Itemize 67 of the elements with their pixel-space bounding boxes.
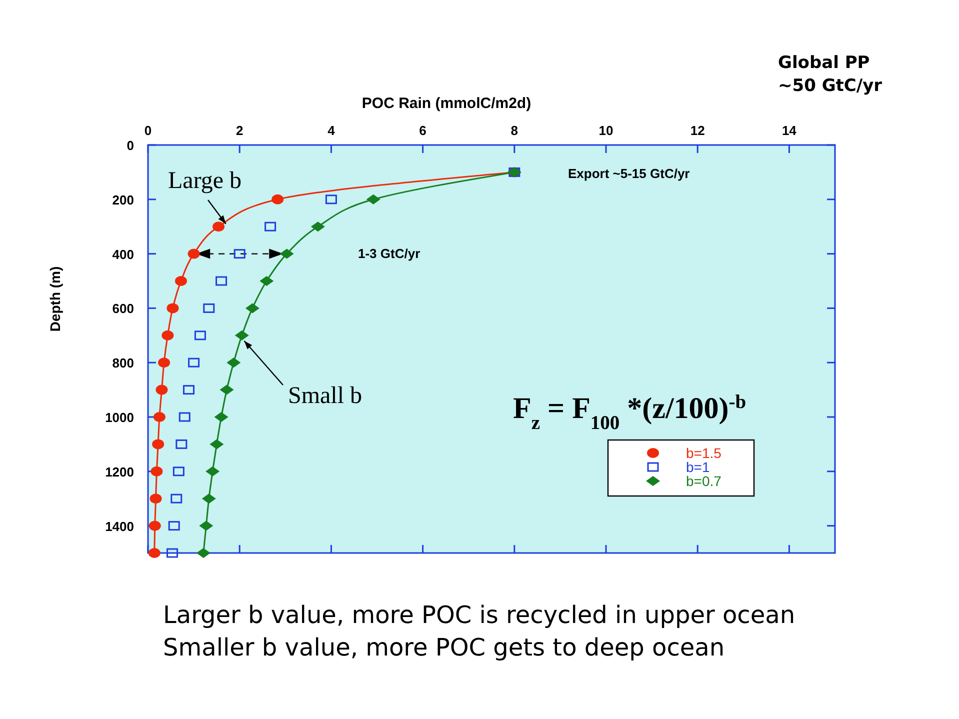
y-tick-label: 1000: [105, 410, 134, 425]
point: [264, 222, 276, 232]
point: [152, 439, 164, 450]
point: [174, 276, 187, 286]
y-axis-title: Depth (m): [47, 266, 63, 332]
text: Larger b value, more POC is recycled in upper ocean Smaller b value, more POC gets to deep ocean: [163, 601, 796, 662]
point: [166, 303, 179, 314]
point: [206, 466, 220, 476]
point: [226, 358, 241, 368]
point: [366, 194, 380, 204]
point: [176, 439, 188, 449]
x-tick-label: 12: [690, 123, 705, 138]
y-tick-label: 0: [126, 138, 134, 153]
y-tick-label: 200: [112, 192, 134, 208]
point: [234, 330, 249, 340]
point: [272, 194, 284, 204]
y-tick-label: 600: [112, 301, 134, 316]
x-tick-label: 6: [419, 123, 426, 138]
x-tick-label: 10: [598, 123, 614, 138]
legend-label: b=1.5: [686, 445, 722, 461]
legend-label: b=0.7: [686, 473, 722, 489]
point: [170, 494, 182, 504]
point: [212, 222, 225, 232]
point: [188, 358, 200, 368]
y-tick-label: 400: [112, 246, 134, 262]
point: [156, 384, 168, 395]
point: [166, 548, 178, 558]
y-tick-label: 800: [112, 356, 134, 371]
point: [148, 520, 161, 531]
annotation: 1-3 GtC/yr: [358, 246, 420, 261]
annotation: Export ~5-15 GtC/yr: [568, 166, 690, 181]
x-tick-label: 2: [236, 123, 244, 138]
point: [150, 494, 162, 504]
point: [188, 248, 200, 259]
point: [162, 330, 174, 340]
x-tick-label: 4: [328, 123, 336, 138]
point: [148, 548, 160, 558]
point: [168, 521, 180, 531]
point: [183, 385, 195, 395]
point: [210, 439, 224, 450]
point: [150, 466, 163, 476]
point: [203, 303, 215, 313]
x-tick-label: 14: [782, 123, 798, 138]
point: [158, 358, 170, 368]
annotation: F$_{z}$ = F$_{100}$ *(z/100)$^{-b}$: [513, 392, 746, 434]
x-tick-label: 0: [144, 123, 152, 138]
point: [220, 384, 234, 395]
point: [172, 466, 184, 476]
point: [234, 249, 246, 259]
point: [194, 330, 206, 340]
text: Global PP ~50 GtC/yr: [778, 53, 883, 96]
point: [245, 303, 260, 314]
point: [202, 494, 216, 504]
y-tick-label: 1400: [105, 518, 134, 534]
annotation: Small b: [288, 383, 362, 409]
point: [325, 194, 337, 204]
point: [216, 276, 228, 286]
point: [280, 248, 294, 259]
legend-label: b=1: [686, 459, 710, 475]
annotation: Large b: [168, 168, 242, 194]
point: [310, 222, 325, 232]
point: [153, 412, 166, 422]
point: [199, 520, 214, 531]
y-tick-label: 1200: [105, 464, 134, 480]
point: [178, 412, 190, 422]
x-tick-label: 8: [510, 123, 518, 138]
x-axis-title: POC Rain (mmolC/m2d): [362, 95, 532, 112]
